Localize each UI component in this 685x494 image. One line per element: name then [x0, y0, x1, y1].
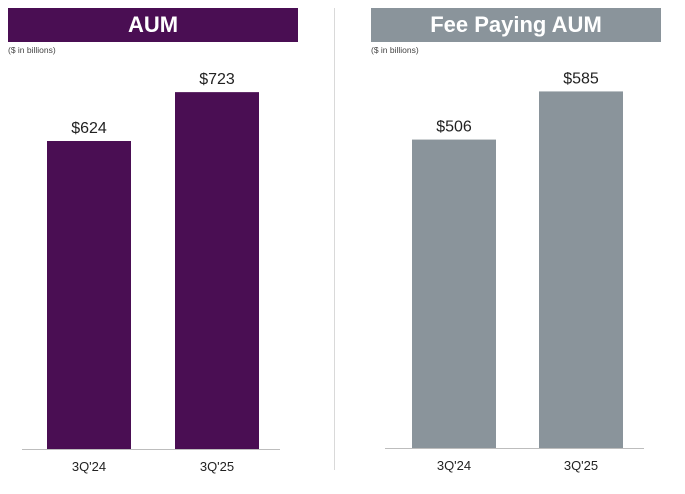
fee-paying-aum-subtitle: ($ in billions) — [371, 45, 419, 55]
fee-paying-aum-bar-2 — [539, 91, 623, 448]
fee-paying-aum-panel: Fee Paying AUM ($ in billions) $506 3Q'24… — [338, 0, 685, 494]
fee-paying-aum-data-label-1: $506 — [436, 119, 472, 136]
aum-data-label-2: $723 — [199, 71, 235, 88]
aum-chart: $624 3Q'24 $723 3Q'25 — [22, 71, 280, 474]
fee-paying-aum-title: Fee Paying AUM — [371, 8, 661, 42]
fee-paying-aum-category-label-2: 3Q'25 — [564, 458, 598, 473]
aum-subtitle: ($ in billions) — [8, 45, 56, 55]
panel-divider — [334, 8, 335, 470]
aum-bar-2 — [175, 92, 259, 449]
fee-paying-aum-category-label-1: 3Q'24 — [437, 458, 471, 473]
aum-title: AUM — [8, 8, 298, 42]
aum-category-label-1: 3Q'24 — [72, 459, 106, 474]
fee-paying-aum-chart: $506 3Q'24 $585 3Q'25 — [385, 70, 644, 473]
aum-bar-1 — [47, 141, 131, 449]
fee-paying-aum-bar-1 — [412, 139, 496, 449]
aum-data-label-1: $624 — [71, 120, 107, 137]
fee-paying-aum-data-label-2: $585 — [563, 70, 599, 87]
aum-panel: AUM ($ in billions) $624 3Q'24 $723 3Q'25 — [0, 0, 330, 494]
aum-category-label-2: 3Q'25 — [200, 459, 234, 474]
